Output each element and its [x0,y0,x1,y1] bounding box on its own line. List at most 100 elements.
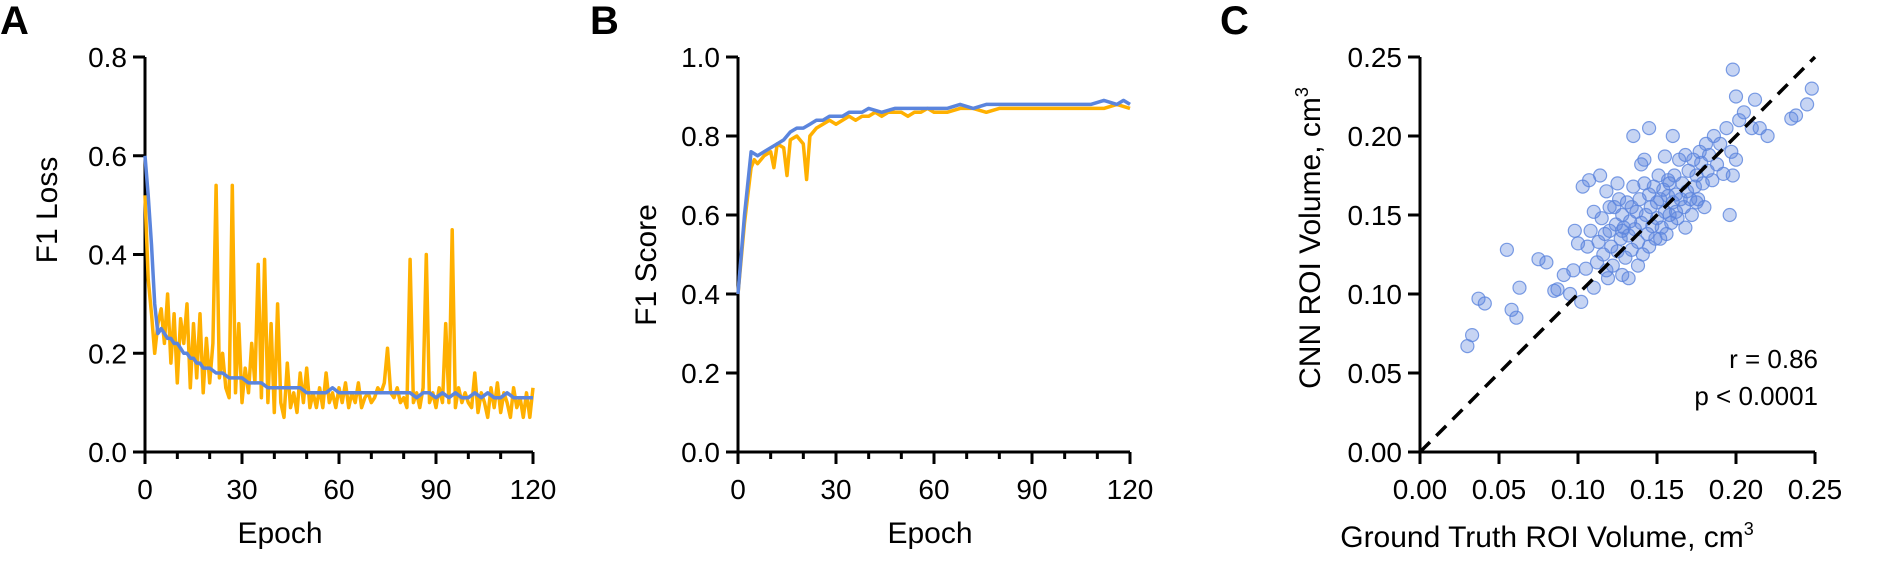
panel-b-xtick-label: 90 [1016,474,1047,505]
scatter-point [1574,294,1589,309]
scatter-point [1626,128,1641,144]
scatter-point [1630,258,1646,273]
panel-a-xtick-label: 0 [137,474,153,505]
panel-c-xtick-label: 0.00 [1393,474,1448,505]
scatter-point [1668,204,1684,219]
scatter-point [1512,280,1527,295]
panel-letter-b: B [590,0,619,43]
scatter-point [1678,220,1693,235]
panel-c-ytick-label: 0.00 [1348,437,1403,468]
panel-a-xtick-label: 60 [323,474,354,505]
panel-c-xlabel-text: Ground Truth ROI Volume, cm [1340,521,1744,554]
panel-a-ytick-label: 0.8 [88,42,127,73]
identity-line [1418,55,1817,454]
scatter-point [1724,144,1739,159]
panel-b-series [736,98,1131,295]
panel-b-series-line-1 [736,102,1131,295]
scatter-point [1799,97,1815,112]
scatter-point [1660,173,1676,188]
scatter-point [1705,173,1720,188]
scatter-point [1665,128,1680,144]
panel-c-xlabel: Ground Truth ROI Volume, cm3 [1340,519,1754,554]
panel-letter-c: C [1220,0,1249,43]
scatter-point [1637,152,1652,167]
panel-b-ytick-label: 0.2 [681,358,720,389]
scatter-point [1566,263,1581,278]
panel-b-series-line-2 [736,98,1131,295]
scatter-point [1504,302,1519,317]
panel-c-xtick-label: 0.25 [1788,474,1843,505]
panel-a-series-line-2 [143,155,533,400]
panel-b-axes: 0 30 60 90 120 0.0 0.2 0.4 0.6 0.8 1.0 [681,42,1153,505]
panel-a-xtick-label: 90 [420,474,451,505]
panel-c-ylabel-text: CNN ROI Volume, cm [1294,97,1327,389]
scatter-point [1788,108,1804,123]
panel-c-xtick-label: 0.20 [1709,474,1764,505]
panel-b-axis-lines [736,57,1130,454]
scatter-point [1567,223,1582,238]
scatter-point [1641,239,1657,254]
scatter-point [1610,176,1625,191]
panel-b-xtick-label: 60 [918,474,949,505]
scatter-point [1615,223,1630,238]
scatter-point [1624,200,1639,215]
panel-c-xtick-label: 0.15 [1630,474,1685,505]
panel-a-loss-chart: A 0 30 60 90 120 0.0 0.2 0.4 0.6 0.8 Epoch F1 Los… [0,0,556,550]
scatter-point [1499,242,1515,257]
scatter-point [1615,267,1630,283]
panel-b-ytick-label: 0.8 [681,121,720,152]
panel-a-ylabel: F1 Loss [31,157,64,264]
panel-b-xtick-label: 0 [730,474,746,505]
panel-a-xtick-label: 30 [226,474,257,505]
panel-b-xtick-label: 120 [1107,474,1154,505]
panel-c-ylabel-sup: 3 [1292,87,1312,97]
scatter-point [1719,121,1734,136]
scatter-point [1464,328,1480,343]
scatter-point [1678,147,1693,163]
scatter-point [1653,231,1668,246]
correlation-p-label: p < 0.0001 [1694,381,1818,411]
scatter-point [1760,128,1775,144]
scatter-point [1657,149,1673,164]
panel-a-ytick-label: 0.4 [88,240,127,271]
scatter-point [1602,200,1617,215]
panel-b-ylabel: F1 Score [630,204,663,326]
scatter-point [1747,92,1763,107]
scatter-point [1725,168,1740,183]
scatter-point [1697,200,1712,215]
scatter-point [1509,310,1524,325]
scatter-point [1732,113,1747,128]
scatter-point [1728,152,1744,167]
panel-c-ytick-label: 0.20 [1348,121,1403,152]
panel-c-xlabel-sup: 3 [1744,519,1754,539]
panel-b-score-chart: B 0 30 60 90 120 0.0 0.2 0.4 0.6 0.8 1.0 Epoch F1 … [590,0,1153,550]
scatter-point [1684,207,1699,223]
panel-a-ytick-label: 0.0 [88,437,127,468]
scatter-point [1583,223,1598,238]
scatter-point [1736,105,1752,120]
scatter-point [1586,280,1601,295]
panel-b-ytick-label: 0.4 [681,279,720,310]
panel-c-xtick-label: 0.05 [1472,474,1527,505]
panel-a-ytick-label: 0.2 [88,338,127,369]
panel-c-ytick-label: 0.10 [1348,279,1403,310]
scatter-point [1638,207,1654,223]
scatter-point [1621,271,1636,286]
panel-c-axes: 0.00 0.05 0.10 0.15 0.20 0.25 0.00 0.05 0.10 0.15… [1348,42,1843,505]
panel-a-xlabel: Epoch [237,517,322,550]
panel-a-axes: 0 30 60 90 120 0.0 0.2 0.4 0.6 0.8 [88,42,556,505]
scatter-point [1578,261,1594,276]
panel-b-ytick-label: 1.0 [681,42,720,73]
panel-c-ytick-label: 0.15 [1348,200,1403,231]
scatter-point [1626,179,1641,194]
scatter-point [1477,296,1492,311]
scatter-point [1550,282,1565,297]
panel-c-points [1460,62,1819,354]
scatter-point [1599,184,1614,199]
scatter-point [1728,89,1744,104]
scatter-point [1689,195,1704,210]
panel-b-ytick-label: 0.0 [681,437,720,468]
scatter-point [1722,207,1737,223]
scatter-point [1539,255,1554,270]
